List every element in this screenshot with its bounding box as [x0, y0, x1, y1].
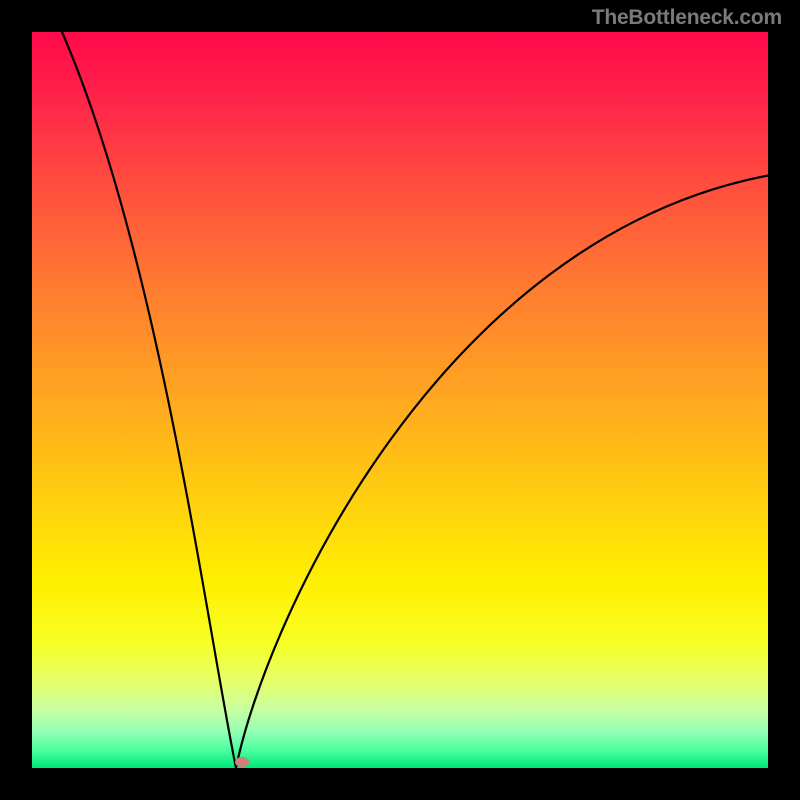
- watermark-text: TheBottleneck.com: [592, 6, 782, 30]
- chart-background: [32, 32, 768, 768]
- bottleneck-chart: [0, 0, 800, 800]
- optimal-point-marker: [235, 757, 249, 767]
